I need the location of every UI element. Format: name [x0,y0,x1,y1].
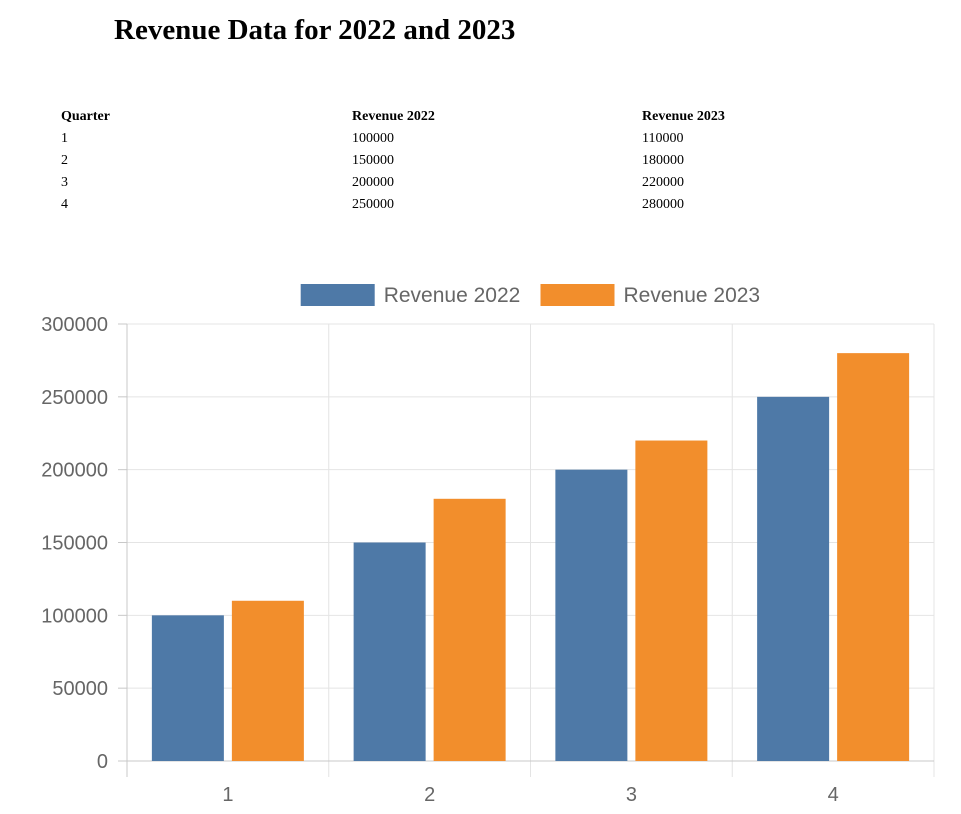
table-cell-quarter: 3 [61,175,68,190]
table-cell-revenue-2023: 180000 [642,153,684,168]
table-cell-revenue-2022: 100000 [352,131,394,146]
x-tick-label: 2 [424,784,435,806]
bar-revenue-2023-q2 [433,498,506,761]
column-header-revenue-2023: Revenue 2023 [642,109,725,124]
table-row: 1 100000 110000 [58,128,792,150]
y-tick-label: 0 [97,751,108,773]
bar-revenue-2023-q1 [231,600,304,761]
bar-revenue-2022-q3 [555,469,628,761]
y-tick-label: 300000 [41,314,108,336]
legend-swatch-revenue-2023 [540,284,615,306]
table-cell-quarter: 1 [61,131,68,146]
table-cell-revenue-2023: 280000 [642,197,684,212]
y-tick-label: 150000 [41,533,108,555]
table-cell-revenue-2022: 250000 [352,197,394,212]
y-tick-label: 50000 [52,678,108,700]
table-row: 4 250000 280000 [58,194,792,216]
legend-swatch-revenue-2022 [300,284,375,306]
table-row: 3 200000 220000 [58,172,792,194]
y-tick-label: 100000 [41,605,108,627]
table-header-row: Quarter Revenue 2022 Revenue 2023 [58,106,792,128]
table-row: 2 150000 180000 [58,150,792,172]
y-tick-label: 250000 [41,387,108,409]
column-header-revenue-2022: Revenue 2022 [352,109,435,124]
legend-label-revenue-2023: Revenue 2023 [624,284,761,307]
page-title: Revenue Data for 2022 and 2023 [114,14,516,46]
table-cell-quarter: 2 [61,153,68,168]
bar-revenue-2022-q1 [151,615,224,761]
x-tick-label: 3 [626,784,637,806]
bar-revenue-2023-q3 [635,440,708,761]
revenue-table: Quarter Revenue 2022 Revenue 2023 1 1000… [58,106,792,216]
x-tick-label: 4 [828,784,839,806]
bar-revenue-2022-q4 [757,396,830,761]
table-cell-revenue-2022: 200000 [352,175,394,190]
table-cell-revenue-2022: 150000 [352,153,394,168]
bar-revenue-2023-q4 [837,353,910,761]
table-cell-revenue-2023: 110000 [642,131,684,146]
legend-label-revenue-2022: Revenue 2022 [384,284,521,307]
revenue-bar-chart: 0 50000 100000 150000 200000 250000 300000 1 2 3 4… [41,284,935,806]
column-header-quarter: Quarter [61,109,110,124]
y-tick-label: 200000 [41,460,108,482]
x-tick-label: 1 [222,784,233,806]
table-cell-quarter: 4 [61,197,68,212]
table-cell-revenue-2023: 220000 [642,175,684,190]
bar-revenue-2022-q2 [353,542,426,761]
